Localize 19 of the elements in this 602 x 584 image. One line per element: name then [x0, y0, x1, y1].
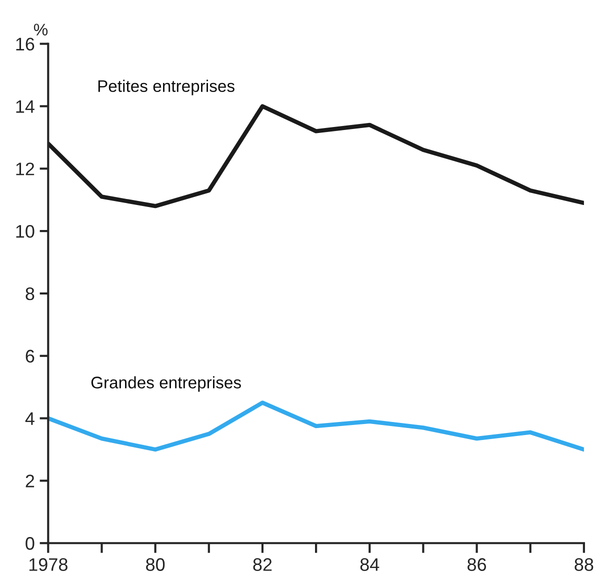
x-tick-label: 86 [468, 558, 486, 571]
x-tick-label: 1978 [29, 558, 68, 571]
line-series [48, 400, 584, 452]
x-tick-label: 82 [253, 558, 272, 571]
y-tick-label: 10 [16, 224, 34, 238]
y-tick-label: 4 [25, 412, 34, 425]
y-tick-label: 2 [26, 474, 34, 488]
y-axis-title: % [34, 24, 48, 36]
y-tick-label: 14 [16, 100, 34, 113]
y-tick-label: 0 [26, 537, 34, 550]
series-label: Grandes entreprises [91, 376, 241, 392]
x-tick-label: 88 [574, 558, 594, 571]
x-tick-label: 84 [360, 558, 380, 571]
series-label: Petites entreprises [98, 80, 234, 96]
y-tick-label: 6 [26, 350, 34, 363]
y-tick-label: 12 [16, 162, 34, 176]
y-tick-label: 16 [16, 38, 34, 51]
x-tick-label: 80 [146, 558, 165, 571]
y-tick-label: 8 [26, 287, 34, 300]
